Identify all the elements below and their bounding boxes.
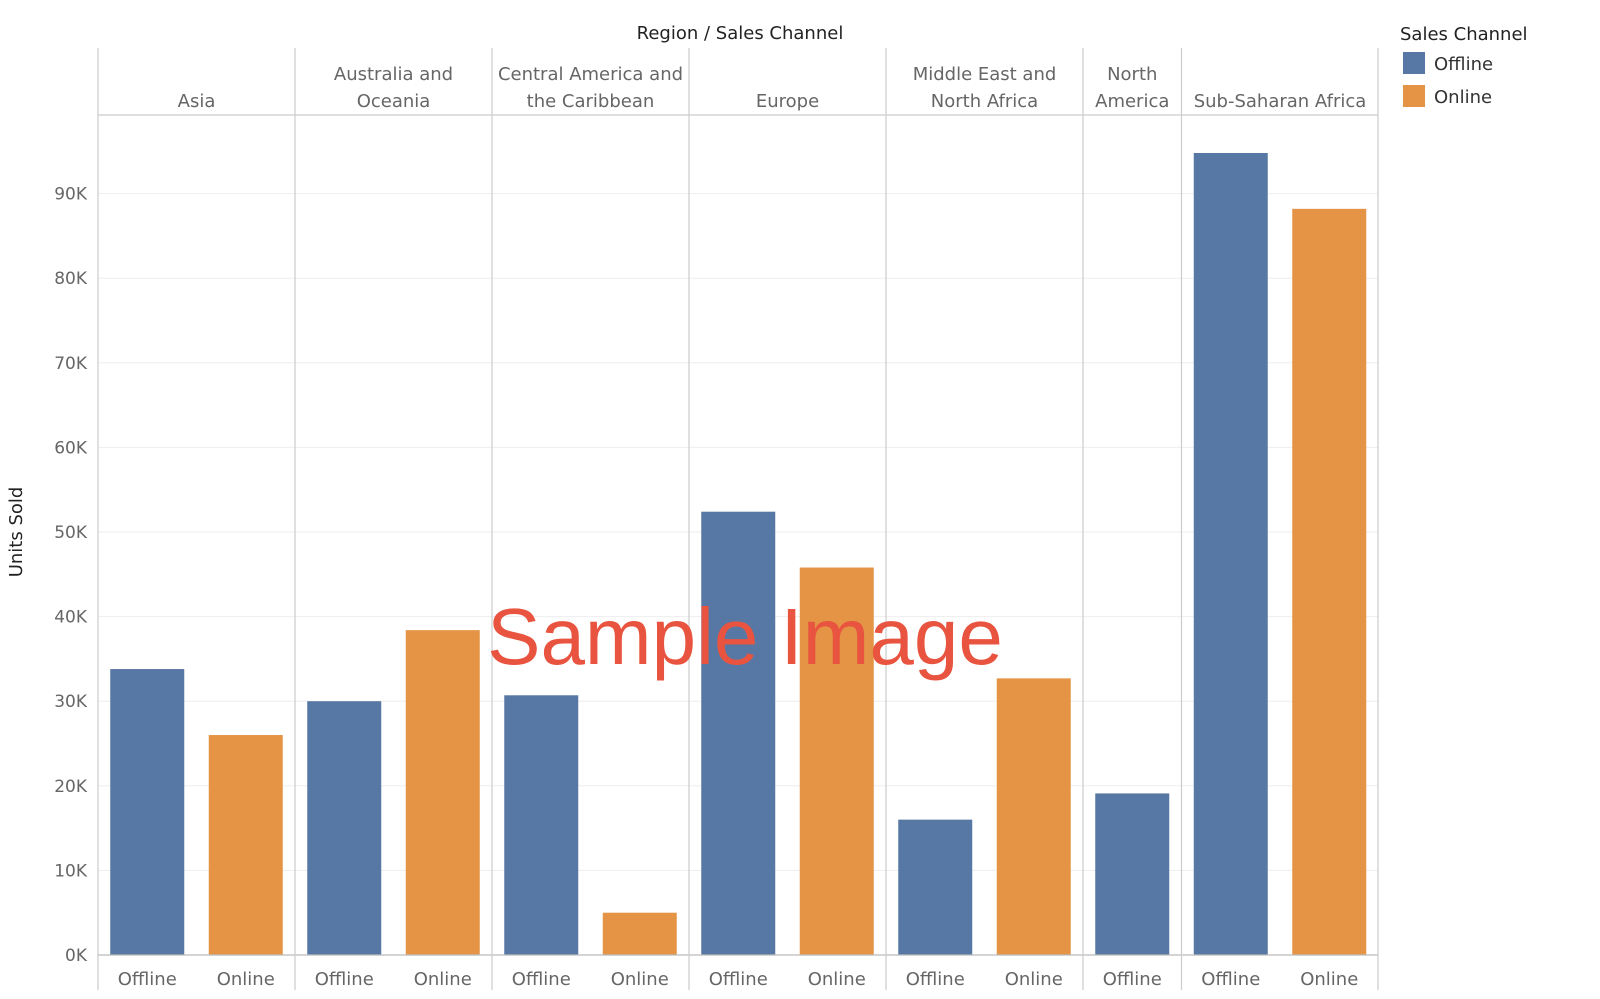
chart-title: Region / Sales Channel bbox=[637, 23, 844, 44]
legend-label: Offline bbox=[1434, 54, 1493, 75]
y-tick-label: 50K bbox=[54, 523, 88, 543]
y-tick-label: 10K bbox=[54, 861, 88, 881]
bar-online bbox=[799, 567, 874, 955]
y-tick-label: 60K bbox=[54, 438, 88, 458]
watermark: Sample Image bbox=[487, 592, 1003, 681]
y-tick-label: 20K bbox=[54, 777, 88, 797]
y-tick-label: 70K bbox=[54, 354, 88, 374]
x-category-label: Online bbox=[1005, 969, 1063, 990]
legend: Sales Channel Offline Online bbox=[1400, 24, 1528, 108]
region-header-label: Australia and bbox=[334, 64, 453, 85]
x-category-label: Offline bbox=[315, 969, 374, 990]
region-header-label: Central America and bbox=[498, 64, 683, 85]
x-category-label: Online bbox=[414, 969, 472, 990]
x-category-label: Online bbox=[1300, 969, 1358, 990]
legend-label: Online bbox=[1434, 87, 1492, 108]
bars bbox=[110, 152, 1367, 955]
bar-online bbox=[1292, 208, 1367, 955]
bar-online bbox=[405, 630, 480, 955]
labels: 0K 10K 20K 30K 40K 50K 60K 70K 80K 90K Asia Offline… bbox=[54, 64, 1366, 990]
legend-title: Sales Channel bbox=[1400, 24, 1528, 45]
region-header-label: the Caribbean bbox=[527, 91, 655, 112]
region-header-label: America bbox=[1095, 91, 1169, 112]
x-category-label: Online bbox=[808, 969, 866, 990]
y-axis-label: Units Sold bbox=[6, 487, 27, 578]
bar-online bbox=[996, 678, 1071, 955]
bar-offline bbox=[898, 819, 973, 955]
x-category-label: Offline bbox=[906, 969, 965, 990]
bar-offline bbox=[1095, 793, 1170, 955]
region-header-label: Europe bbox=[756, 91, 819, 112]
bar-offline bbox=[307, 701, 382, 955]
region-header-label: Oceania bbox=[357, 91, 431, 112]
region-header-label: North Africa bbox=[931, 91, 1038, 112]
bar-online bbox=[602, 912, 677, 955]
bar-offline bbox=[504, 695, 579, 955]
y-tick-label: 30K bbox=[54, 692, 88, 712]
y-tick-label: 80K bbox=[54, 269, 88, 289]
x-category-label: Offline bbox=[512, 969, 571, 990]
y-tick-label: 0K bbox=[65, 946, 88, 966]
y-tick-label: 40K bbox=[54, 608, 88, 628]
bar-online bbox=[208, 735, 283, 955]
x-category-label: Offline bbox=[118, 969, 177, 990]
x-category-label: Online bbox=[217, 969, 275, 990]
legend-swatch-online bbox=[1403, 85, 1425, 107]
region-header-label: Middle East and bbox=[913, 64, 1057, 85]
region-header-label: North bbox=[1107, 64, 1157, 85]
legend-swatch-offline bbox=[1403, 52, 1425, 74]
bar-offline bbox=[1193, 152, 1268, 955]
y-tick-label: 90K bbox=[54, 185, 88, 205]
bar-offline bbox=[110, 669, 185, 955]
x-category-label: Offline bbox=[709, 969, 768, 990]
panel-frame bbox=[97, 48, 1379, 990]
region-header-label: Asia bbox=[178, 91, 216, 112]
x-category-label: Offline bbox=[1201, 969, 1260, 990]
x-category-label: Online bbox=[611, 969, 669, 990]
x-category-label: Offline bbox=[1103, 969, 1162, 990]
region-header-label: Sub-Saharan Africa bbox=[1194, 91, 1367, 112]
bar-offline bbox=[701, 511, 776, 955]
